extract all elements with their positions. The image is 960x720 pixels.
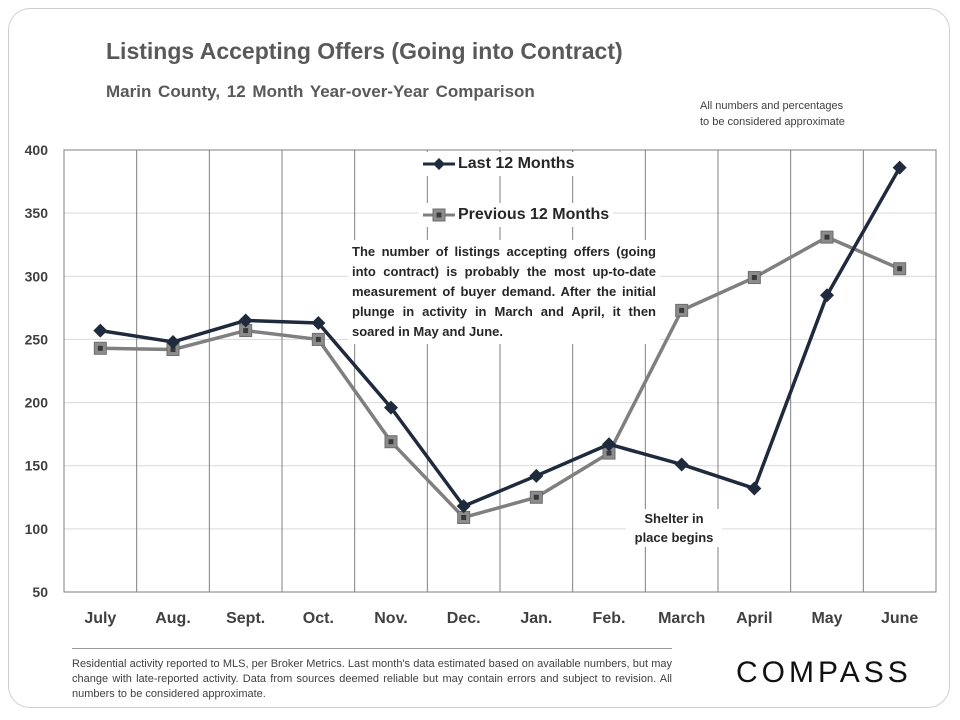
data-point-last-12-months	[238, 313, 253, 328]
x-tick-label: May	[811, 610, 842, 627]
series-line-previous-12-months	[100, 235, 901, 520]
legend-previous-12-months: Previous 12 Months	[418, 203, 614, 227]
x-tick-label: Feb.	[593, 610, 626, 627]
x-tick-label: Dec.	[447, 610, 481, 627]
data-point-previous-12-months	[384, 435, 398, 449]
chart-subtitle: Marin County, 12 Month Year-over-Year Co…	[106, 82, 535, 101]
chart-title: Listings Accepting Offers (Going into Co…	[106, 38, 623, 64]
data-point-previous-12-months	[457, 510, 471, 524]
x-tick-label: June	[881, 610, 918, 627]
plot-area	[63, 149, 937, 593]
x-tick-label: Sept.	[226, 610, 265, 627]
legend-label-last-12-months: Last 12 Months	[458, 155, 575, 172]
y-tick-label: 100	[25, 521, 49, 537]
legend-diamond-marker-icon	[423, 158, 455, 170]
legend-last-12-months: Last 12 Months	[418, 152, 579, 176]
disclaimer-line-2: to be considered approximate	[700, 116, 845, 128]
series-line-last-12-months	[100, 166, 902, 508]
data-point-last-12-months	[166, 334, 180, 349]
data-point-previous-12-months	[893, 262, 907, 276]
demand-callout: The number of listings accepting offers …	[348, 240, 660, 344]
approximate-disclaimer: All numbers and percentages to be consid…	[700, 98, 940, 130]
legend-label-previous-12-months: Previous 12 Months	[458, 206, 610, 223]
y-tick-label: 300	[25, 268, 49, 284]
x-tick-label: Nov.	[374, 610, 407, 627]
slide-frame	[8, 8, 950, 708]
data-point-last-12-months	[747, 481, 762, 496]
x-tick-label: April	[736, 610, 772, 627]
x-tick-label: Jan.	[520, 610, 552, 627]
x-tick-label: July	[84, 610, 116, 627]
disclaimer-line-1: All numbers and percentages	[700, 100, 844, 112]
data-point-last-12-months	[892, 160, 907, 175]
data-point-last-12-months	[602, 437, 616, 452]
source-footnote: Residential activity reported to MLS, pe…	[72, 648, 672, 702]
data-point-last-12-months	[820, 288, 834, 303]
data-point-last-12-months	[529, 468, 544, 483]
data-point-previous-12-months	[820, 230, 834, 244]
x-tick-label: Aug.	[155, 610, 191, 627]
x-tick-label: Oct.	[303, 610, 334, 627]
data-point-last-12-months	[456, 499, 471, 514]
shelter-in-place-annotation: Shelter in place begins	[626, 509, 722, 547]
y-tick-label: 50	[32, 584, 48, 600]
data-point-previous-12-months	[311, 332, 325, 346]
data-point-previous-12-months	[675, 303, 689, 317]
shelter-line-1: Shelter in	[644, 511, 704, 526]
data-point-last-12-months	[311, 316, 326, 331]
data-point-last-12-months	[384, 400, 398, 415]
shelter-line-2: place begins	[634, 530, 714, 545]
y-tick-label: 200	[25, 395, 49, 411]
data-point-previous-12-months	[93, 341, 107, 355]
data-point-last-12-months	[674, 457, 689, 472]
x-tick-label: March	[658, 610, 705, 627]
compass-logo: COMPASS	[736, 656, 912, 689]
data-point-last-12-months	[93, 323, 108, 338]
y-tick-label: 400	[25, 142, 49, 158]
data-point-previous-12-months	[529, 490, 543, 504]
legend-square-marker-icon	[423, 208, 455, 222]
y-tick-label: 350	[25, 205, 49, 221]
data-point-previous-12-months	[747, 271, 761, 285]
y-tick-label: 250	[25, 331, 49, 347]
y-tick-label: 150	[25, 458, 49, 474]
